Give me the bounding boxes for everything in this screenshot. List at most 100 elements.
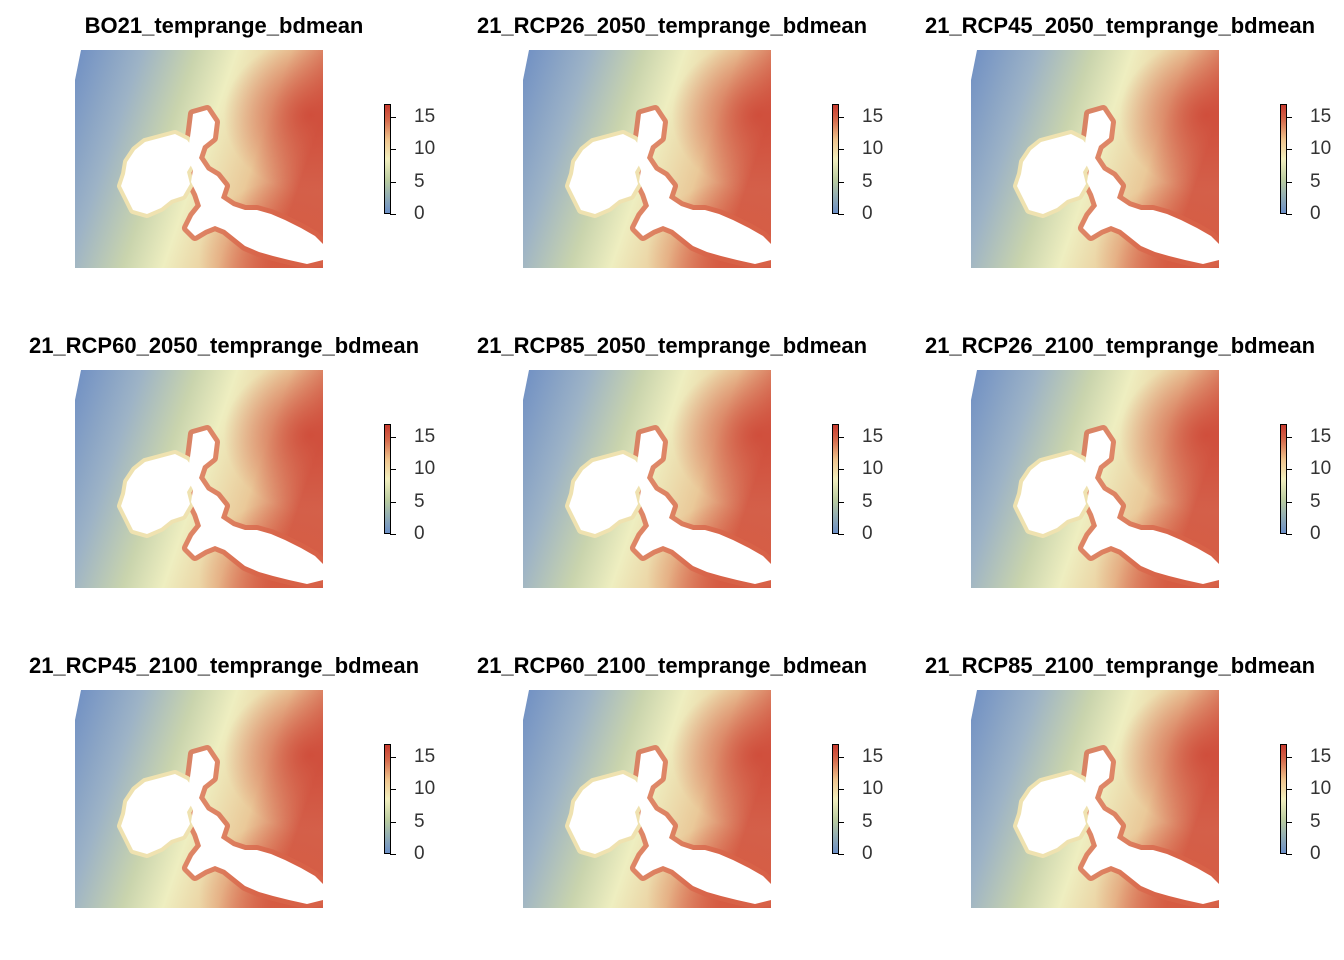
- color-legend: 15 10 5 0: [828, 98, 896, 228]
- legend-tick-label: 10: [414, 458, 436, 480]
- britain-land: [1083, 430, 1219, 584]
- legend-tick: [390, 469, 396, 471]
- legend-tick: [838, 854, 844, 855]
- legend-tick-label: 15: [1310, 745, 1332, 767]
- panel-title: 21_RCP26_2100_temprange_bdmean: [924, 333, 1316, 358]
- raster-map: [523, 370, 771, 588]
- legend-tick: [838, 821, 844, 823]
- legend-tick: [1286, 756, 1292, 758]
- legend-tick-label: 15: [414, 745, 436, 767]
- legend-tick-label: 5: [414, 810, 425, 832]
- legend-tick: [390, 214, 396, 215]
- raster-map: [523, 50, 771, 268]
- raster-map: [75, 370, 323, 588]
- legend-tick: [838, 756, 844, 758]
- legend-tick-label: 5: [414, 170, 425, 192]
- legend-colorbar: [832, 104, 839, 214]
- ireland-land: [1017, 454, 1091, 534]
- no-data-corner: [75, 370, 81, 400]
- raster-map: [971, 690, 1219, 908]
- panel-title: 21_RCP60_2100_temprange_bdmean: [476, 653, 868, 678]
- legend-tick-label: 10: [414, 138, 436, 160]
- legend-tick: [390, 756, 396, 758]
- legend-tick-label: 5: [1310, 490, 1321, 512]
- legend-tick: [838, 534, 844, 535]
- panel-title: BO21_temprange_bdmean: [84, 13, 364, 38]
- legend-tick-label: 5: [862, 490, 873, 512]
- legend-colorbar: [1280, 424, 1287, 534]
- britain-land: [187, 430, 323, 584]
- color-legend: 15 10 5 0: [1276, 738, 1344, 868]
- no-data-corner: [523, 50, 529, 80]
- legend-tick: [838, 116, 844, 118]
- no-data-corner: [75, 690, 81, 720]
- legend-tick: [1286, 469, 1292, 471]
- map-panel: 21_RCP60_2050_temprange_bdmean 15 10 5 0: [0, 320, 448, 640]
- legend-tick: [390, 436, 396, 438]
- legend-tick-label: 15: [862, 105, 884, 127]
- ireland-land: [1017, 134, 1091, 214]
- legend-tick: [1286, 181, 1292, 183]
- legend-tick: [390, 821, 396, 823]
- legend-tick-label: 10: [1310, 778, 1332, 800]
- legend-tick: [390, 149, 396, 151]
- color-legend: 15 10 5 0: [380, 98, 448, 228]
- legend-tick: [390, 116, 396, 118]
- panel-title: 21_RCP60_2050_temprange_bdmean: [28, 333, 420, 358]
- legend-tick-label: 10: [862, 138, 884, 160]
- legend-tick-label: 0: [1310, 523, 1321, 544]
- panel-title: 21_RCP85_2050_temprange_bdmean: [476, 333, 868, 358]
- legend-tick-label: 5: [1310, 170, 1321, 192]
- legend-tick-label: 15: [862, 425, 884, 447]
- legend-tick-label: 0: [862, 843, 873, 864]
- legend-tick-label: 0: [414, 203, 425, 224]
- map-panel: 21_RCP85_2050_temprange_bdmean 15 10 5 0: [448, 320, 896, 640]
- raster-map: [971, 370, 1219, 588]
- legend-tick: [838, 501, 844, 503]
- britain-land: [187, 110, 323, 264]
- legend-tick: [838, 181, 844, 183]
- legend-tick: [838, 149, 844, 151]
- legend-tick-label: 0: [414, 523, 425, 544]
- color-legend: 15 10 5 0: [1276, 418, 1344, 548]
- legend-tick: [390, 501, 396, 503]
- panel-title: 21_RCP45_2050_temprange_bdmean: [924, 13, 1316, 38]
- panel-title: 21_RCP45_2100_temprange_bdmean: [28, 653, 420, 678]
- legend-tick-label: 5: [862, 170, 873, 192]
- ireland-land: [121, 134, 195, 214]
- raster-map: [523, 690, 771, 908]
- no-data-corner: [971, 370, 977, 400]
- legend-tick-label: 10: [1310, 458, 1332, 480]
- legend-tick-label: 15: [1310, 105, 1332, 127]
- no-data-corner: [971, 50, 977, 80]
- legend-tick: [1286, 149, 1292, 151]
- legend-tick-label: 10: [414, 778, 436, 800]
- legend-tick: [1286, 501, 1292, 503]
- legend-tick: [838, 789, 844, 791]
- legend-tick: [1286, 534, 1292, 535]
- map-panel: 21_RCP45_2050_temprange_bdmean 15 10 5 0: [896, 0, 1344, 320]
- legend-colorbar: [832, 424, 839, 534]
- ireland-land: [569, 774, 643, 854]
- britain-land: [1083, 750, 1219, 904]
- britain-land: [635, 750, 771, 904]
- no-data-corner: [523, 370, 529, 400]
- ireland-land: [1017, 774, 1091, 854]
- ireland-land: [121, 454, 195, 534]
- no-data-corner: [75, 50, 81, 80]
- legend-tick-label: 5: [414, 490, 425, 512]
- legend-tick: [1286, 214, 1292, 215]
- ireland-land: [121, 774, 195, 854]
- britain-land: [1083, 110, 1219, 264]
- map-panel: 21_RCP45_2100_temprange_bdmean 15 10 5 0: [0, 640, 448, 960]
- legend-tick: [1286, 789, 1292, 791]
- map-panel: BO21_temprange_bdmean 15 10 5 0: [0, 0, 448, 320]
- legend-colorbar: [832, 744, 839, 854]
- legend-tick-label: 10: [862, 778, 884, 800]
- britain-land: [187, 750, 323, 904]
- legend-tick-label: 0: [1310, 203, 1321, 224]
- no-data-corner: [971, 690, 977, 720]
- legend-tick-label: 10: [1310, 138, 1332, 160]
- legend-tick-label: 0: [1310, 843, 1321, 864]
- color-legend: 15 10 5 0: [828, 738, 896, 868]
